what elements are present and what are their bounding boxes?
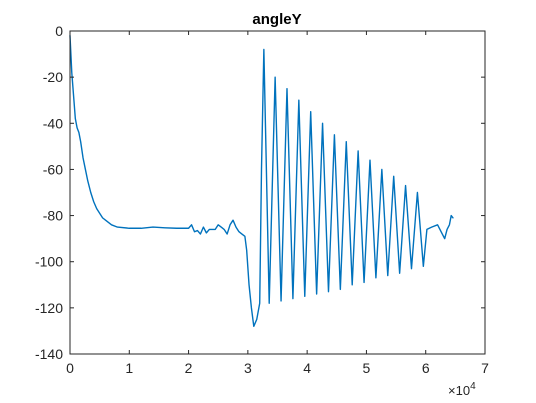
axes-box: [69, 30, 486, 355]
y-tick-label: -120: [35, 300, 63, 316]
axes-layer: 0 1 2 3 4 5 6 7 0 -20 -40 -60 -80 -100 -120 -140: [35, 23, 489, 376]
x-tick-label: 0: [66, 360, 74, 376]
y-tick-label: 0: [55, 23, 63, 39]
x-tick-label: 5: [363, 360, 371, 376]
x-axis-exponent-power: 4: [470, 381, 476, 392]
y-tick-label: -100: [35, 254, 63, 270]
x-axis-exponent-base: ×10: [448, 383, 470, 398]
series-line-0: [69, 34, 454, 328]
x-tick-label: 3: [244, 360, 252, 376]
y-tick-label: -40: [43, 115, 63, 131]
x-tick-label: 6: [422, 360, 430, 376]
x-tick-label: 2: [185, 360, 193, 376]
y-tick-label: -80: [43, 208, 63, 224]
y-tick-label: -20: [43, 69, 63, 85]
chart-title: angleY: [252, 11, 301, 28]
x-tick-label: 4: [303, 360, 311, 376]
series-layer: [69, 34, 454, 328]
x-axis-exponent: ×104: [448, 381, 476, 398]
y-tick-label: -140: [35, 346, 63, 362]
x-tick-label: 1: [125, 360, 133, 376]
x-tick-label: 7: [481, 360, 489, 376]
y-tick-label: -60: [43, 161, 63, 177]
